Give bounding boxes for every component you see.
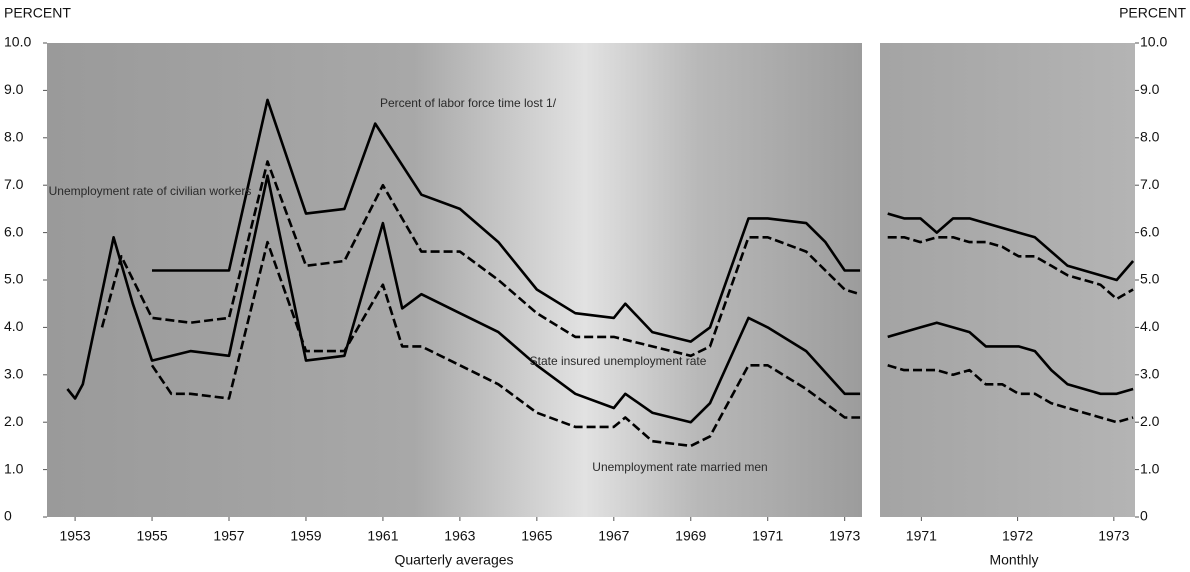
y-tick-label: 9.0 [4, 81, 24, 97]
panel-background [880, 43, 1135, 517]
x-tick-label: 1959 [290, 528, 321, 544]
x-tick-label: 1961 [367, 528, 398, 544]
series-line [887, 236, 1134, 301]
y-tick-label: 3.0 [1140, 366, 1160, 382]
series-annotation: Unemployment rate of civilian workers [49, 184, 252, 198]
x-tick-label: 1955 [136, 528, 167, 544]
series-line [152, 98, 861, 343]
y-tick-label: 6.0 [4, 223, 24, 239]
y-tick-label: 10.0 [4, 34, 31, 50]
series-annotation: State insured unemployment rate [530, 354, 707, 368]
y-tick-label: 8.0 [1140, 129, 1160, 145]
y-tick-label: 5.0 [4, 271, 24, 287]
y-tick-label: 8.0 [4, 129, 24, 145]
y-tick-label: 1.0 [1140, 460, 1160, 476]
y-tick-label: 0 [1140, 508, 1148, 524]
series-line [66, 174, 861, 424]
x-tick-label: 1973 [829, 528, 860, 544]
x-axis-label: Quarterly averages [394, 552, 513, 568]
series-line [887, 364, 1134, 424]
x-tick-label: 1957 [213, 528, 244, 544]
y-axis-label: PERCENT [1119, 5, 1186, 21]
x-tick-label: 1967 [598, 528, 629, 544]
x-tick-label: 1971 [752, 528, 783, 544]
y-axis-label: PERCENT [4, 5, 71, 21]
series-line [887, 212, 1135, 282]
y-tick-label: 7.0 [1140, 176, 1160, 192]
y-tick-label: 9.0 [1140, 81, 1160, 97]
series-annotation: Percent of labor force time lost 1/ [380, 96, 557, 110]
x-tick-label: 1971 [906, 528, 937, 544]
x-tick-label: 1953 [60, 528, 91, 544]
series-line [150, 240, 861, 448]
series-annotation: Unemployment rate married men [592, 460, 767, 474]
y-tick-label: 10.0 [1140, 34, 1167, 50]
y-tick-label: 7.0 [4, 176, 24, 192]
x-tick-label: 1972 [1002, 528, 1033, 544]
x-axis-label: Monthly [989, 552, 1038, 568]
x-tick-label: 1969 [675, 528, 706, 544]
x-tick-label: 1963 [444, 528, 475, 544]
x-tick-label: 1973 [1098, 528, 1129, 544]
x-tick-label: 1965 [521, 528, 552, 544]
y-tick-label: 6.0 [1140, 223, 1160, 239]
y-tick-label: 4.0 [1140, 318, 1160, 334]
y-tick-label: 4.0 [4, 318, 24, 334]
y-tick-label: 0 [4, 508, 12, 524]
y-tick-label: 5.0 [1140, 271, 1160, 287]
y-tick-label: 1.0 [4, 460, 24, 476]
y-tick-label: 2.0 [4, 413, 24, 429]
series-line [100, 160, 861, 358]
y-tick-label: 2.0 [1140, 413, 1160, 429]
series-line [887, 321, 1134, 396]
panel-background [47, 43, 862, 517]
y-tick-label: 3.0 [4, 366, 24, 382]
